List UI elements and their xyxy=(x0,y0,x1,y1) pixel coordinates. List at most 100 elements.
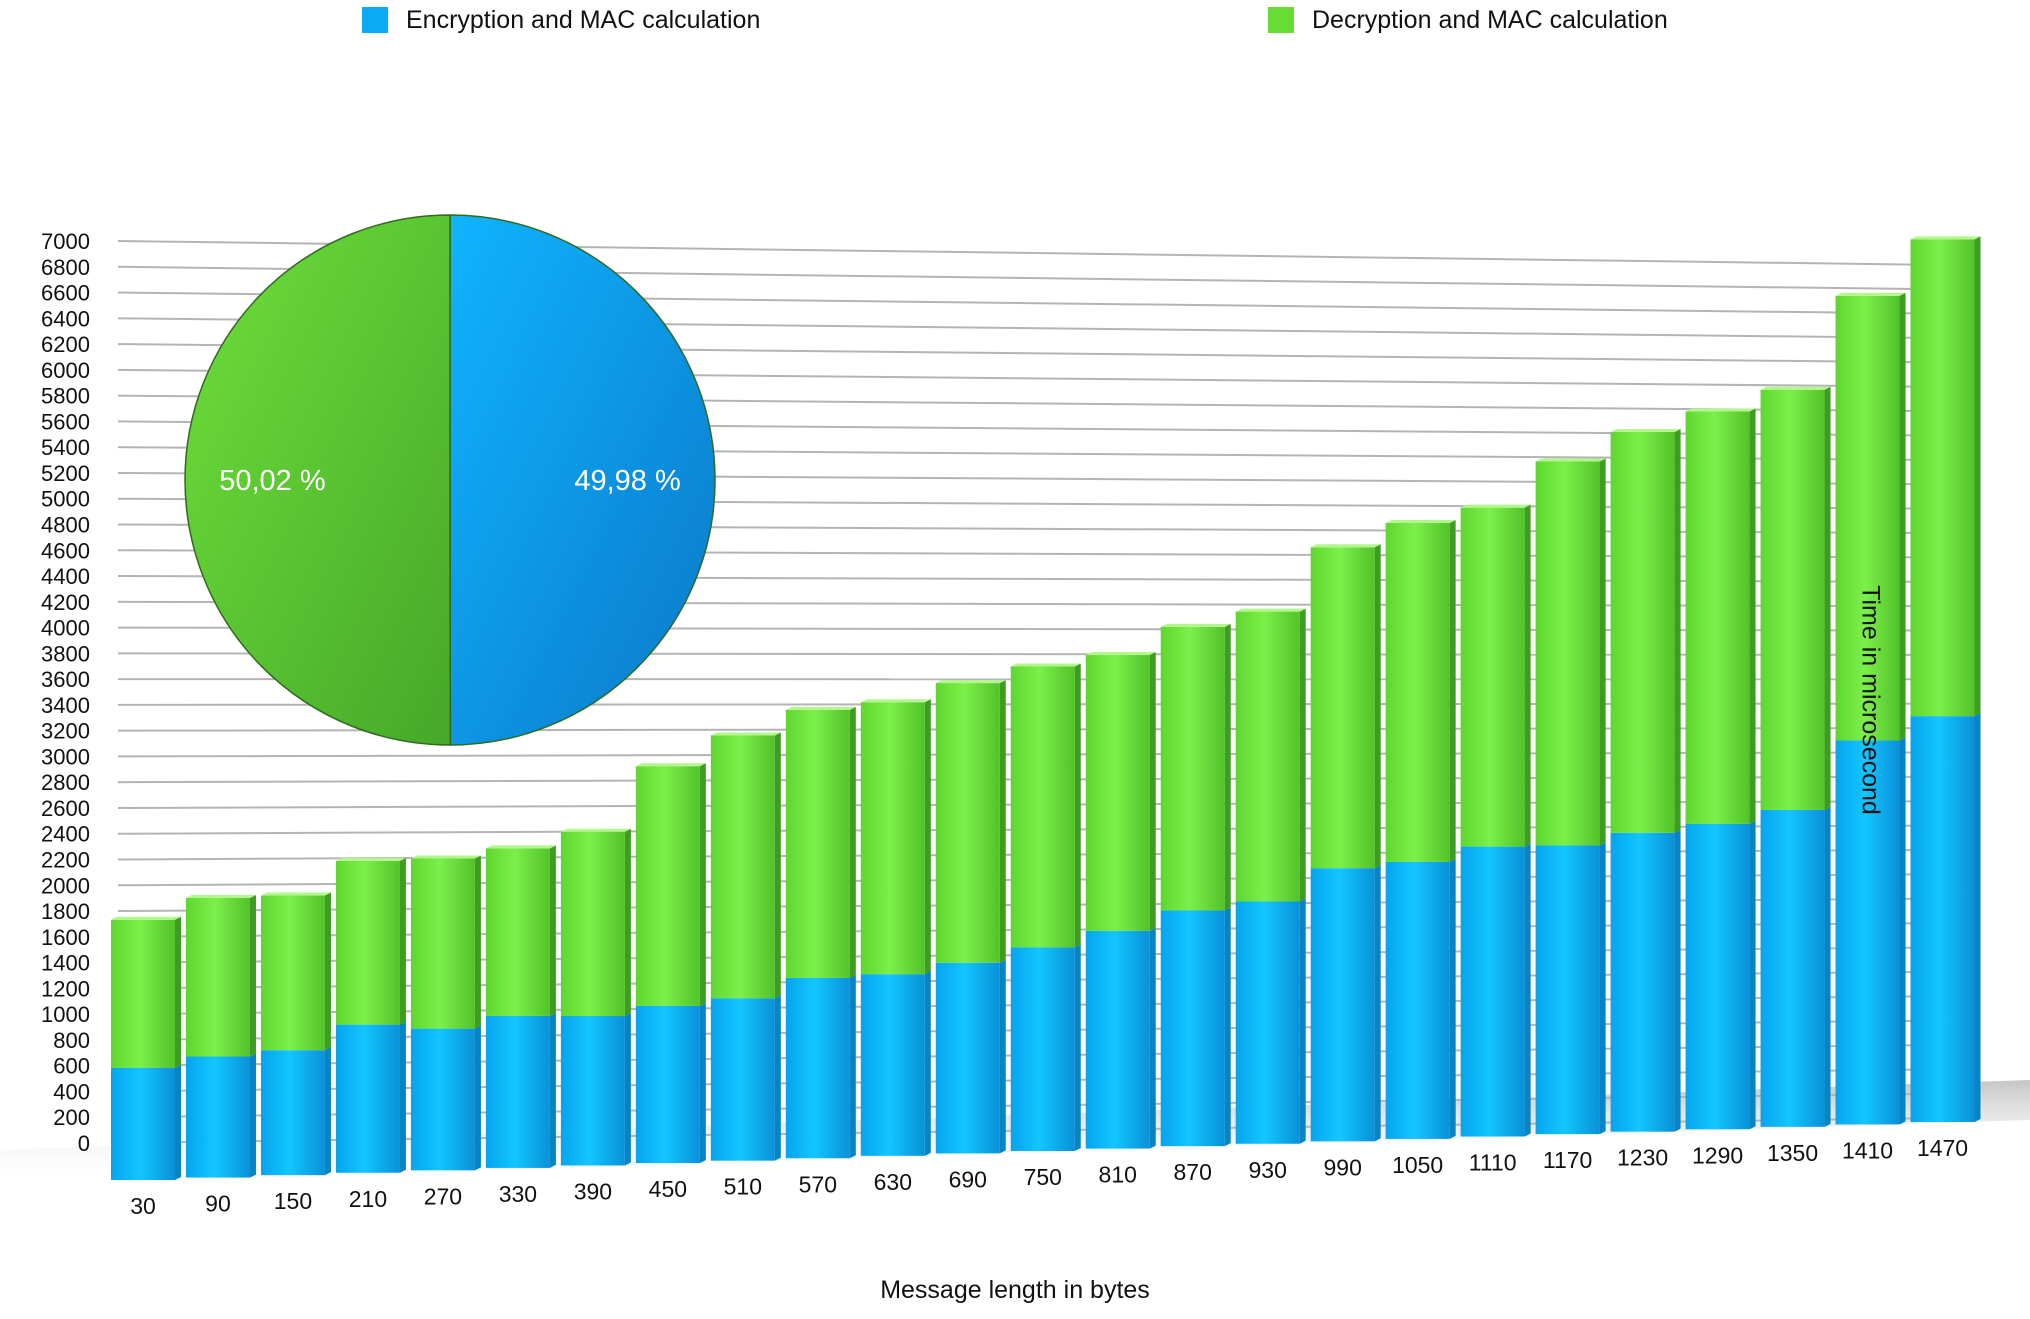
bar-decryption-side xyxy=(550,845,556,1016)
x-tick-label: 1050 xyxy=(1392,1152,1443,1178)
bar-decryption xyxy=(1536,461,1600,845)
bar-decryption-top xyxy=(1836,293,1906,296)
y-tick-label: 4000 xyxy=(41,616,90,641)
bar-decryption-side xyxy=(400,858,406,1025)
x-tick-label: 1170 xyxy=(1543,1147,1592,1173)
bar-decryption-top xyxy=(1086,652,1156,655)
y-tick-label: 2600 xyxy=(41,796,90,821)
x-tick-label: 1410 xyxy=(1842,1137,1893,1163)
bar-decryption-side xyxy=(775,732,781,998)
y-tick-label: 5200 xyxy=(41,461,90,486)
bar-decryption xyxy=(411,858,475,1028)
y-tick-label: 1600 xyxy=(41,925,90,950)
bar-decryption-top xyxy=(1761,387,1831,390)
bar-decryption-side xyxy=(1075,663,1081,947)
bar-encryption xyxy=(861,974,925,1156)
pie-label-encryption: 49,98 % xyxy=(574,465,680,497)
bar-decryption xyxy=(1461,508,1525,847)
bar-decryption-top xyxy=(786,707,856,710)
x-tick-label: 750 xyxy=(1024,1164,1062,1190)
y-tick-label: 2800 xyxy=(41,770,90,795)
bar-decryption-side xyxy=(1825,387,1831,810)
bar-encryption xyxy=(336,1025,400,1173)
bar-decryption-top xyxy=(336,858,406,861)
bar-decryption xyxy=(261,896,325,1051)
bar-encryption-side xyxy=(1750,821,1756,1129)
y-tick-label: 6600 xyxy=(41,281,90,306)
y-tick-label: 6200 xyxy=(41,332,90,357)
y-tick-label: 4200 xyxy=(41,590,90,615)
legend-swatch-encryption xyxy=(362,7,388,33)
bar-encryption xyxy=(1011,947,1075,1151)
y-tick-label: 6000 xyxy=(41,358,90,383)
bar-decryption-top xyxy=(1386,520,1456,523)
bar-encryption-side xyxy=(1300,898,1306,1143)
bar-decryption-side xyxy=(1600,458,1606,845)
bar-decryption-side xyxy=(1900,293,1906,741)
bar-decryption-side xyxy=(625,829,631,1016)
bar-encryption-side xyxy=(1975,713,1981,1122)
bar-decryption-top xyxy=(486,845,556,848)
bar-encryption xyxy=(711,998,775,1160)
bar-decryption xyxy=(711,735,775,998)
bar-decryption-side xyxy=(1975,236,1981,716)
bar-decryption-side xyxy=(175,917,181,1068)
bar-decryption xyxy=(1236,612,1300,902)
inset-pie-chart: 49,98 %50,02 % xyxy=(185,215,715,745)
bar-encryption xyxy=(1911,716,1975,1122)
y-tick-label: 6400 xyxy=(41,306,90,331)
y-tick-label: 3800 xyxy=(41,641,90,666)
bar-decryption-top xyxy=(936,680,1006,683)
bar-encryption xyxy=(786,978,850,1158)
y-tick-label: 200 xyxy=(53,1105,90,1130)
legend-label-encryption: Encryption and MAC calculation xyxy=(406,6,760,35)
bar-encryption-side xyxy=(1900,737,1906,1124)
x-tick-label: 390 xyxy=(574,1179,612,1205)
bar-encryption-side xyxy=(400,1022,406,1173)
x-tick-label: 330 xyxy=(499,1181,537,1207)
x-tick-label: 990 xyxy=(1323,1154,1361,1180)
bar-encryption-side xyxy=(925,971,931,1156)
bar-encryption xyxy=(1086,931,1150,1149)
bar-encryption xyxy=(186,1056,250,1177)
bar-encryption-side xyxy=(250,1053,256,1177)
bar-encryption xyxy=(111,1068,175,1180)
y-tick-label: 3000 xyxy=(41,744,90,769)
bar-decryption xyxy=(1086,655,1150,931)
bar-decryption-side xyxy=(1525,505,1531,847)
bar-encryption xyxy=(1686,824,1750,1129)
bar-decryption-top xyxy=(1161,624,1231,627)
bar-decryption xyxy=(786,710,850,978)
bar-decryption-top xyxy=(561,829,631,832)
y-tick-label: 5000 xyxy=(41,487,90,512)
bar-decryption xyxy=(936,683,1000,963)
bar-encryption-side xyxy=(625,1013,631,1165)
x-tick-label: 690 xyxy=(949,1166,987,1192)
bar-decryption-top xyxy=(186,895,256,898)
x-axis-title: Message length in bytes xyxy=(0,1276,2030,1305)
y-tick-label: 2000 xyxy=(41,873,90,898)
bar-decryption-top xyxy=(1461,505,1531,508)
legend-item-encryption: Encryption and MAC calculation xyxy=(362,2,760,38)
bar-decryption-top xyxy=(1311,544,1381,547)
y-tick-label: 2400 xyxy=(41,822,90,847)
bar-decryption-top xyxy=(636,763,706,766)
x-tick-label: 90 xyxy=(205,1191,231,1217)
bar-encryption-side xyxy=(1225,907,1231,1146)
x-tick-label: 270 xyxy=(424,1183,462,1209)
bar-encryption xyxy=(1386,862,1450,1139)
bar-decryption-side xyxy=(1000,680,1006,963)
bar-encryption xyxy=(1161,910,1225,1146)
bar-encryption-side xyxy=(1600,842,1606,1134)
y-tick-label: 0 xyxy=(78,1131,90,1156)
y-tick-label: 4800 xyxy=(41,512,90,537)
bar-decryption-side xyxy=(1150,652,1156,931)
bar-encryption xyxy=(1761,810,1825,1127)
bar-decryption xyxy=(486,848,550,1016)
bar-encryption-side xyxy=(850,975,856,1158)
bar-decryption-side xyxy=(1225,624,1231,910)
bar-decryption xyxy=(1686,412,1750,824)
y-tick-label: 600 xyxy=(53,1054,90,1079)
